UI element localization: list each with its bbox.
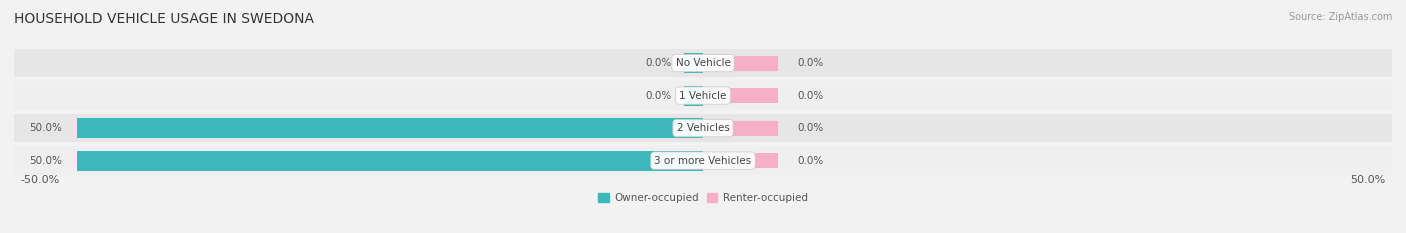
Text: 0.0%: 0.0% [797,123,823,133]
Bar [703,120,778,136]
Bar [14,146,1392,175]
Bar [77,118,703,138]
Text: 0.0%: 0.0% [645,91,672,101]
Text: 0.0%: 0.0% [645,58,672,68]
Text: 0.0%: 0.0% [797,156,823,166]
Bar [685,53,703,73]
Text: 1 Vehicle: 1 Vehicle [679,91,727,101]
Legend: Owner-occupied, Renter-occupied: Owner-occupied, Renter-occupied [595,189,811,207]
Bar [703,153,778,168]
Bar [14,49,1392,77]
Text: 2 Vehicles: 2 Vehicles [676,123,730,133]
Text: 50.0%: 50.0% [1350,175,1386,185]
Bar [685,86,703,106]
Text: 3 or more Vehicles: 3 or more Vehicles [654,156,752,166]
Bar [77,151,703,171]
Text: 0.0%: 0.0% [797,91,823,101]
Bar [703,55,778,71]
Text: No Vehicle: No Vehicle [675,58,731,68]
Text: Source: ZipAtlas.com: Source: ZipAtlas.com [1288,12,1392,22]
Text: HOUSEHOLD VEHICLE USAGE IN SWEDONA: HOUSEHOLD VEHICLE USAGE IN SWEDONA [14,12,314,26]
Text: 50.0%: 50.0% [28,123,62,133]
Bar [14,114,1392,142]
Text: -50.0%: -50.0% [20,175,59,185]
Text: 50.0%: 50.0% [28,156,62,166]
Bar [703,88,778,103]
Text: 0.0%: 0.0% [797,58,823,68]
Bar [14,81,1392,110]
